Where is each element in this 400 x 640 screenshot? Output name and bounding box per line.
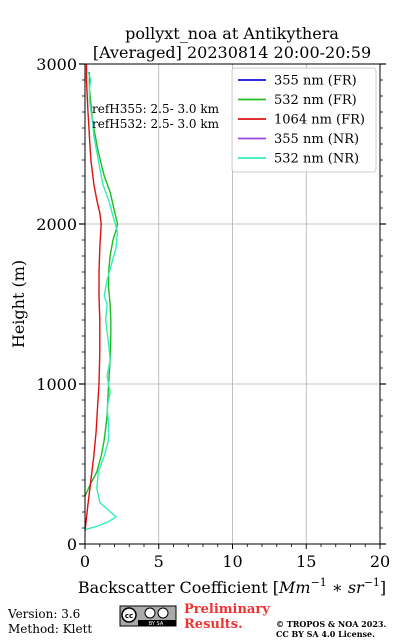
- x-axis-label-exp1: −1: [311, 576, 327, 589]
- cc-icon: [121, 607, 137, 623]
- annotation-refh532: refH532: 2.5- 3.0 km: [92, 117, 220, 131]
- cc-license-badge: cc BY SA: [119, 605, 177, 627]
- legend-label-2: 1064 nm (FR): [274, 113, 365, 128]
- x-axis-label-sr: sr: [348, 578, 365, 597]
- x-tick-label-4: 20: [370, 552, 390, 571]
- series-line-1: [84, 72, 119, 497]
- version-text: Version: 3.6: [8, 607, 81, 621]
- x-axis-label-exp2: −1: [364, 576, 380, 589]
- legend-label-1: 532 nm (FR): [274, 93, 357, 108]
- annotation-refh355: refH355: 2.5- 3.0 km: [92, 102, 220, 116]
- legend-label-0: 355 nm (FR): [274, 74, 357, 89]
- x-tick-label-0: 0: [80, 552, 90, 571]
- series-line-2: [84, 64, 102, 532]
- x-axis-label-mid: ∗: [327, 578, 348, 597]
- cc-badge-label: BY SA: [149, 621, 164, 627]
- copyright-line1: © TROPOS & NOA 2023.: [276, 619, 387, 629]
- legend-box: [231, 67, 377, 173]
- x-axis-label-prefix: Backscatter Coefficient [: [78, 578, 279, 597]
- y-tick-label-2: 2000: [36, 215, 77, 234]
- y-axis-label: Height (m): [9, 260, 28, 348]
- chart-title-line2: [Averaged] 20230814 20:00-20:59: [93, 43, 371, 62]
- y-tick-label-0: 0: [67, 535, 77, 554]
- x-axis-label: Backscatter Coefficient [Mm−1 ∗ sr−1]: [78, 576, 386, 597]
- y-tick-label-3: 3000: [36, 55, 77, 74]
- chart-title-line1: pollyxt_noa at Antikythera: [125, 24, 339, 43]
- tick-layer: 0 5 10 15 20 0 1000 2000 3000: [36, 55, 390, 571]
- method-text: Method: Klett: [8, 622, 93, 636]
- legend-label-3: 355 nm (NR): [274, 132, 359, 147]
- x-tick-label-3: 15: [296, 552, 316, 571]
- legend-label-4: 532 nm (NR): [274, 152, 359, 167]
- x-axis-label-mm: Mm: [278, 578, 311, 597]
- series-line-4: [84, 71, 119, 531]
- series-layer: [84, 64, 119, 532]
- x-axis-label-suffix: ]: [380, 578, 386, 597]
- legend: 355 nm (FR) 532 nm (FR) 1064 nm (FR) 355 nm…: [231, 67, 377, 173]
- cc-icon-text: cc: [125, 612, 133, 620]
- preliminary-line1: Preliminary: [184, 602, 270, 617]
- y-tick-label-1: 1000: [36, 375, 77, 394]
- cc-badge-strip: [138, 620, 176, 626]
- copyright-line2: CC BY SA 4.0 License.: [276, 629, 375, 639]
- by-icon: [144, 607, 156, 619]
- preliminary-line2: Results.: [184, 617, 243, 632]
- sa-icon: [157, 607, 169, 619]
- x-tick-label-1: 5: [154, 552, 164, 571]
- x-tick-label-2: 10: [222, 552, 242, 571]
